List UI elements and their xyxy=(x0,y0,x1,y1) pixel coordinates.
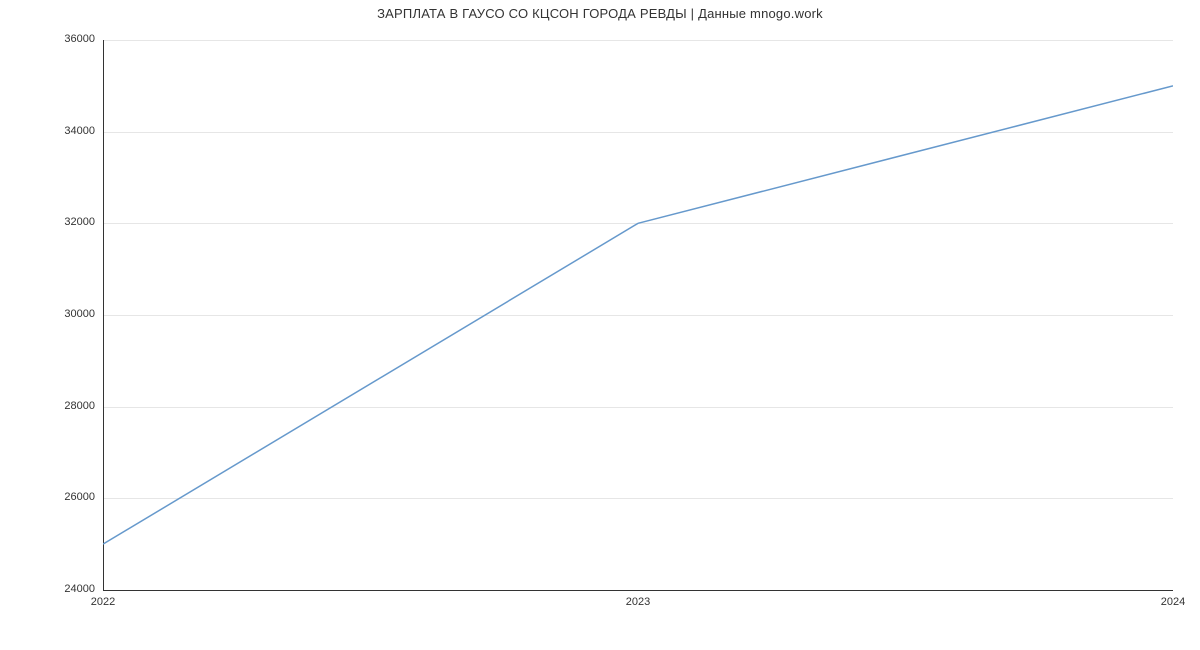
y-tick-label: 26000 xyxy=(45,491,95,503)
chart-container: ЗАРПЛАТА В ГАУСО СО КЦСОН ГОРОДА РЕВДЫ |… xyxy=(0,0,1200,650)
y-tick-label: 34000 xyxy=(45,125,95,137)
y-tick-label: 24000 xyxy=(45,583,95,595)
series-line xyxy=(103,86,1173,544)
x-tick-label: 2024 xyxy=(1143,596,1200,608)
y-tick-label: 28000 xyxy=(45,400,95,412)
y-tick-label: 32000 xyxy=(45,216,95,228)
x-axis-line xyxy=(103,590,1173,591)
plot-area: 2400026000280003000032000340003600020222… xyxy=(103,40,1173,590)
x-tick-label: 2023 xyxy=(608,596,668,608)
y-tick-label: 36000 xyxy=(45,33,95,45)
line-layer xyxy=(103,40,1173,590)
chart-title: ЗАРПЛАТА В ГАУСО СО КЦСОН ГОРОДА РЕВДЫ |… xyxy=(0,6,1200,21)
x-tick-label: 2022 xyxy=(73,596,133,608)
y-tick-label: 30000 xyxy=(45,308,95,320)
